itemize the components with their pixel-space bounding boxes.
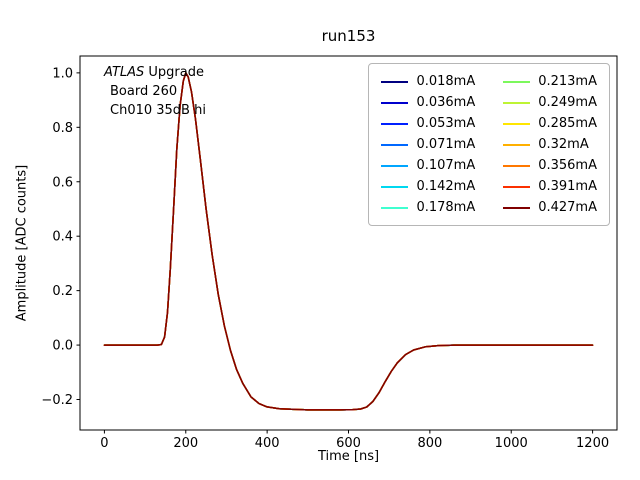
plot-annotation: ATLAS Upgrade Board 260 Ch010 35dB hi xyxy=(104,63,206,120)
legend-label: 0.285mA xyxy=(538,116,597,131)
legend-item: 0.249mA xyxy=(503,92,597,113)
x-tick-label: 200 xyxy=(173,436,198,451)
legend-line-swatch xyxy=(503,206,531,209)
legend-line-swatch xyxy=(381,206,409,209)
legend-label: 0.178mA xyxy=(416,200,476,215)
legend-item: 0.356mA xyxy=(503,155,597,176)
legend-label: 0.018mA xyxy=(416,74,476,89)
legend-label: 0.213mA xyxy=(538,74,597,89)
legend-item: 0.391mA xyxy=(503,176,597,197)
x-tick-label: 800 xyxy=(417,436,442,451)
legend-line-swatch xyxy=(381,101,409,104)
legend-label: 0.391mA xyxy=(538,179,597,194)
legend-line-swatch xyxy=(503,101,531,104)
x-tick-label: 600 xyxy=(336,436,361,451)
legend-line-swatch xyxy=(381,80,409,83)
x-tick-label: 1200 xyxy=(576,436,609,451)
legend-item: 0.053mA xyxy=(381,113,475,134)
legend-line-swatch xyxy=(381,122,409,125)
legend-label: 0.071mA xyxy=(416,137,476,152)
annotation-line-1: ATLAS Upgrade xyxy=(104,63,206,82)
legend-line-swatch xyxy=(503,143,531,146)
series-line-0.427mA xyxy=(103,72,594,411)
legend-item: 0.32mA xyxy=(503,134,597,155)
chart-title: run153 xyxy=(321,27,376,45)
legend-line-swatch xyxy=(503,80,531,83)
legend-label: 0.036mA xyxy=(416,95,476,110)
annotation-atlas: ATLAS xyxy=(104,65,145,80)
annotation-upgrade: Upgrade xyxy=(144,65,204,80)
legend-item: 0.107mA xyxy=(381,155,475,176)
y-tick-label: 0.4 xyxy=(52,230,73,245)
y-tick-label: 0.0 xyxy=(52,339,73,354)
legend-label: 0.142mA xyxy=(416,179,476,194)
legend-item: 0.285mA xyxy=(503,113,597,134)
legend-column-1: 0.018mA 0.036mA 0.053mA 0.071mA 0.107mA 0.142… xyxy=(381,71,475,218)
legend-column-2: 0.213mA 0.249mA 0.285mA 0.32mA 0.356mA 0.391m… xyxy=(503,71,597,218)
legend-item: 0.178mA xyxy=(381,197,475,218)
legend-item: 0.142mA xyxy=(381,176,475,197)
legend-item: 0.071mA xyxy=(381,134,475,155)
legend-item: 0.427mA xyxy=(503,197,597,218)
legend-item: 0.018mA xyxy=(381,71,475,92)
legend-label: 0.356mA xyxy=(538,158,597,173)
annotation-line-3: Ch010 35dB hi xyxy=(110,103,206,118)
y-tick-label: 0.2 xyxy=(52,284,73,299)
legend-line-swatch xyxy=(381,185,409,188)
legend-line-swatch xyxy=(381,143,409,146)
legend-line-swatch xyxy=(503,122,531,125)
x-tick-label: 1000 xyxy=(495,436,528,451)
legend-label: 0.32mA xyxy=(538,137,589,152)
y-tick-label: 0.6 xyxy=(52,175,73,190)
y-tick-label: −0.2 xyxy=(41,393,73,408)
legend-line-swatch xyxy=(503,164,531,167)
legend: 0.018mA 0.036mA 0.053mA 0.071mA 0.107mA 0.142… xyxy=(368,63,610,226)
legend-item: 0.036mA xyxy=(381,92,475,113)
x-tick-label: 0 xyxy=(100,436,108,451)
legend-line-swatch xyxy=(503,185,531,188)
legend-label: 0.107mA xyxy=(416,158,476,173)
legend-label: 0.053mA xyxy=(416,116,476,131)
legend-label: 0.249mA xyxy=(538,95,597,110)
y-axis-label: Amplitude [ADC counts] xyxy=(14,164,30,322)
legend-line-swatch xyxy=(381,164,409,167)
x-axis-label: Time [ns] xyxy=(317,449,380,464)
y-tick-label: 1.0 xyxy=(52,66,73,81)
legend-label: 0.427mA xyxy=(538,200,597,215)
legend-item: 0.213mA xyxy=(503,71,597,92)
y-tick-label: 0.8 xyxy=(52,121,73,136)
annotation-line-2: Board 260 xyxy=(110,84,178,99)
x-tick-label: 400 xyxy=(255,436,280,451)
